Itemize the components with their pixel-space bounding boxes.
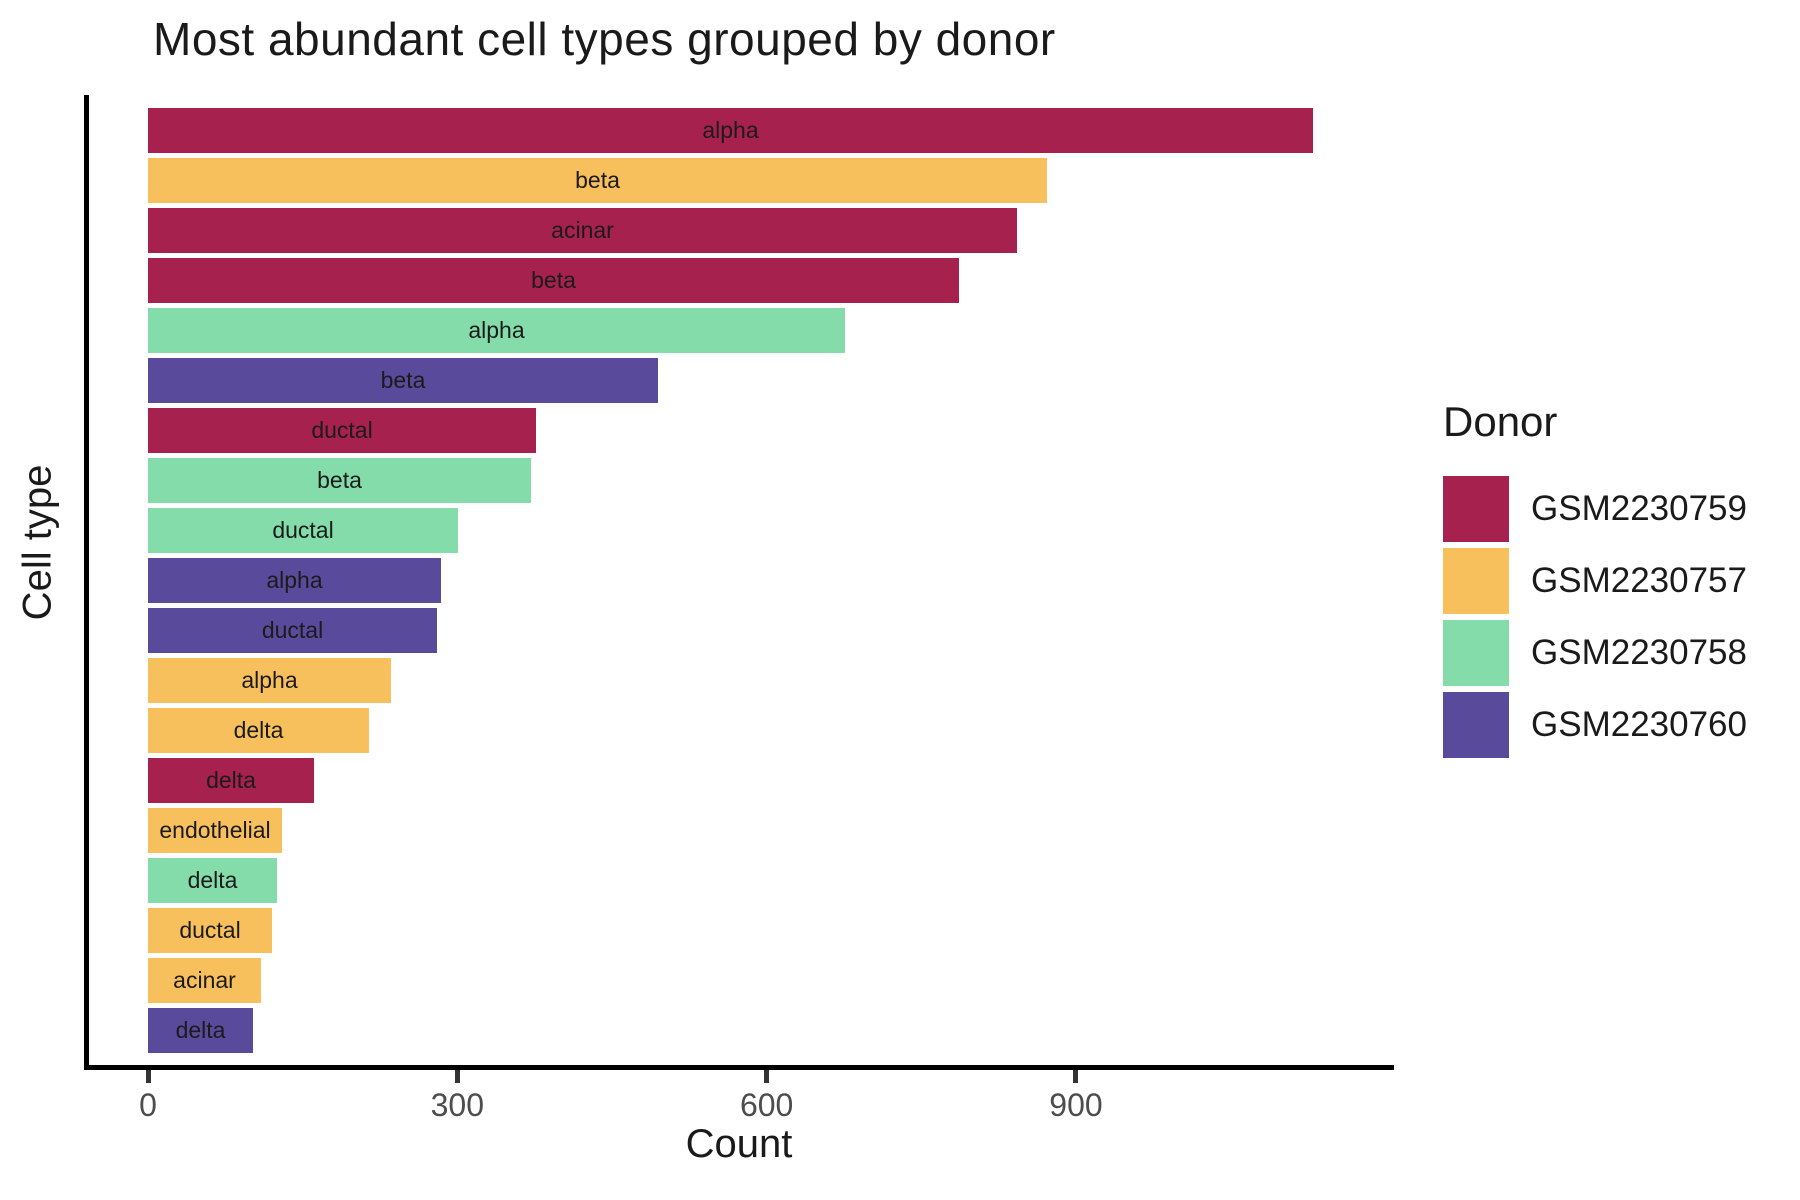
bar-label: acinar xyxy=(173,967,236,993)
bar-label: alpha xyxy=(468,317,525,343)
bar-label: endothelial xyxy=(159,817,271,843)
chart-title: Most abundant cell types grouped by dono… xyxy=(153,13,1056,65)
bar-endothelial-GSM2230757: endothelial xyxy=(148,808,282,853)
bar-acinar-GSM2230757: acinar xyxy=(148,958,261,1003)
bar-delta-GSM2230758: delta xyxy=(148,858,277,903)
y-axis-title: Cell type xyxy=(15,464,60,621)
legend-swatch xyxy=(1443,620,1509,686)
x-tick-mark xyxy=(454,1070,460,1083)
legend-label: GSM2230759 xyxy=(1531,489,1747,528)
bar-beta-GSM2230758: beta xyxy=(148,458,531,503)
bar-label: ductal xyxy=(179,917,241,943)
bar-label: beta xyxy=(317,467,362,493)
bar-alpha-GSM2230760: alpha xyxy=(148,558,441,603)
legend-swatch xyxy=(1443,548,1509,614)
bar-label: beta xyxy=(380,367,426,393)
x-tick-label: 900 xyxy=(1049,1087,1103,1123)
bar-label: alpha xyxy=(702,117,759,143)
bar-label: alpha xyxy=(241,667,298,693)
bar-beta-GSM2230759: beta xyxy=(148,258,959,303)
bar-label: delta xyxy=(233,717,284,743)
bar-ductal-GSM2230758: ductal xyxy=(148,508,458,553)
legend-title: Donor xyxy=(1443,398,1558,445)
bar-acinar-GSM2230759: acinar xyxy=(148,208,1017,253)
bar-ductal-GSM2230757: ductal xyxy=(148,908,272,953)
bar-delta-GSM2230757: delta xyxy=(148,708,369,753)
x-axis-title: Count xyxy=(685,1122,793,1166)
legend-swatch xyxy=(1443,476,1509,542)
bar-label: delta xyxy=(206,767,256,793)
x-tick-label: 0 xyxy=(139,1087,157,1123)
bar-label: acinar xyxy=(551,217,614,243)
bar-alpha-GSM2230759: alpha xyxy=(148,108,1313,153)
legend-swatch xyxy=(1443,692,1509,758)
bar-label: ductal xyxy=(272,517,334,543)
bar-beta-GSM2230760: beta xyxy=(148,358,658,403)
legend-label: GSM2230760 xyxy=(1531,705,1747,744)
y-axis-line xyxy=(84,95,89,1070)
bar-label: delta xyxy=(187,867,238,893)
x-tick-label: 300 xyxy=(430,1087,485,1123)
x-tick-mark xyxy=(1073,1070,1079,1083)
x-tick-mark xyxy=(145,1070,151,1083)
bar-label: beta xyxy=(575,167,620,193)
legend-label: GSM2230757 xyxy=(1531,561,1747,600)
bar-label: beta xyxy=(531,267,576,293)
legend-label: GSM2230758 xyxy=(1531,633,1747,672)
bar-delta-GSM2230759: delta xyxy=(148,758,314,803)
bar-delta-GSM2230760: delta xyxy=(148,1008,253,1053)
bar-alpha-GSM2230758: alpha xyxy=(148,308,845,353)
bar-label: ductal xyxy=(261,617,324,643)
bar-label: delta xyxy=(175,1017,226,1043)
bar-alpha-GSM2230757: alpha xyxy=(148,658,391,703)
bar-beta-GSM2230757: beta xyxy=(148,158,1047,203)
x-tick-label: 600 xyxy=(739,1087,794,1123)
bar-label: alpha xyxy=(266,567,323,593)
bar-ductal-GSM2230760: ductal xyxy=(148,608,437,653)
x-tick-mark xyxy=(764,1070,770,1083)
bar-label: ductal xyxy=(311,417,373,443)
x-axis-line xyxy=(84,1065,1394,1070)
bar-ductal-GSM2230759: ductal xyxy=(148,408,536,453)
